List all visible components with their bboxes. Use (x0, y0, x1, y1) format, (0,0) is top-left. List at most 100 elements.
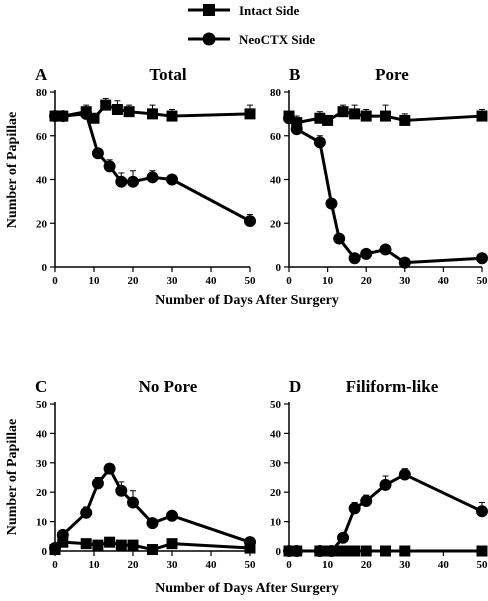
data-point-circle (103, 462, 116, 475)
x-tick-label: 40 (438, 559, 450, 571)
series-line (287, 117, 483, 265)
data-point-square (380, 110, 391, 122)
legend-item-intact: Intact Side (188, 3, 300, 18)
data-point-circle (80, 506, 93, 519)
data-point-circle (348, 502, 361, 515)
x-tick-label: 30 (167, 559, 179, 571)
x-tick-label: 40 (206, 275, 218, 287)
y-tick-label: 20 (36, 487, 48, 499)
series-neoctx-side (283, 112, 488, 269)
data-point-circle (476, 505, 488, 518)
data-point-circle (91, 147, 104, 160)
series-line (55, 112, 251, 223)
data-point-circle (166, 173, 178, 186)
data-point-circle (283, 112, 295, 125)
data-point-square (314, 112, 326, 124)
series-line (53, 540, 251, 552)
y-tick-label: 30 (36, 458, 48, 470)
x-tick-label: 30 (399, 559, 411, 571)
data-point-square (322, 114, 334, 126)
x-tick-label: 10 (322, 559, 334, 571)
data-point-square (399, 545, 411, 557)
panel-b: B Pore 0 20 40 60 80 0 10 20 30 40 50 (270, 65, 488, 287)
ylabel-bottom: Number of Papillae (5, 419, 20, 535)
y-tick-label: 40 (36, 175, 48, 187)
data-point-circle (313, 136, 326, 149)
y-tick-label: 80 (36, 87, 48, 99)
x-tick-label: 20 (128, 275, 140, 287)
data-point-circle (398, 256, 411, 269)
data-point-circle (56, 110, 69, 123)
data-point-circle (337, 531, 350, 544)
x-tick-label: 50 (245, 559, 257, 571)
data-point-circle (325, 197, 338, 210)
data-point-square (115, 539, 127, 551)
data-point-square (147, 108, 158, 120)
legend-label-intact: Intact Side (239, 3, 300, 18)
y-tick-label: 80 (270, 87, 282, 99)
series-intact-side (283, 104, 488, 129)
y-tick-label: 20 (270, 487, 282, 499)
x-tick-label: 10 (89, 559, 101, 571)
data-point-square (380, 545, 391, 557)
legend-label-neoctx: NeoCTX Side (239, 32, 315, 47)
data-point-circle (56, 528, 69, 541)
data-point-square (92, 539, 104, 551)
y-tick-label: 0 (276, 262, 282, 274)
panel-letter: A (35, 65, 48, 84)
data-point-square (399, 114, 411, 126)
data-point-square (100, 99, 112, 111)
x-tick-label: 30 (167, 275, 179, 287)
xlabel-bottom: Number of Days After Surgery (155, 581, 339, 596)
panel-title: No Pore (139, 377, 198, 396)
x-tick-label: 50 (245, 275, 257, 287)
data-point-square (166, 538, 178, 550)
series-line (53, 467, 251, 549)
x-tick-label: 20 (361, 559, 373, 571)
data-point-circle (91, 477, 104, 490)
legend: Intact Side NeoCTX Side (188, 3, 315, 47)
x-tick-label: 30 (399, 275, 411, 287)
x-tick-label: 0 (52, 275, 58, 287)
data-point-circle (49, 542, 61, 555)
x-tick-label: 40 (206, 559, 218, 571)
panel-title: Total (149, 65, 186, 84)
data-point-square (104, 536, 116, 548)
data-point-square (244, 108, 256, 120)
data-point-square (166, 110, 178, 122)
data-point-circle (127, 496, 139, 509)
data-point-square (360, 110, 372, 122)
data-point-circle (244, 536, 256, 549)
panel-letter: B (289, 65, 300, 84)
data-point-circle (313, 545, 326, 557)
panel-a: A Total 0 20 40 60 80 0 10 20 30 40 50 (35, 65, 256, 287)
series-neoctx-side (49, 107, 256, 228)
data-point-circle (379, 243, 392, 256)
data-point-circle (244, 215, 256, 228)
data-point-circle (166, 509, 178, 522)
data-point-circle (103, 160, 116, 173)
series-line (289, 473, 483, 553)
data-point-square (111, 104, 123, 115)
y-tick-label: 0 (276, 546, 282, 558)
x-tick-label: 50 (477, 559, 488, 571)
y-tick-label: 10 (36, 517, 48, 529)
y-tick-label: 50 (270, 399, 282, 411)
data-point-square (341, 545, 353, 557)
data-point-square (57, 536, 69, 548)
data-point-square (349, 108, 361, 120)
data-point-circle (348, 252, 361, 265)
data-point-circle (333, 232, 346, 245)
y-tick-label: 10 (270, 517, 282, 529)
panel-title: Pore (375, 65, 409, 84)
data-point-square (147, 544, 158, 556)
data-point-circle (398, 468, 411, 481)
xlabel-top: Number of Days After Surgery (155, 293, 339, 308)
data-point-square (360, 545, 372, 557)
series-intact-side (49, 98, 256, 124)
x-tick-label: 10 (322, 275, 334, 287)
data-point-square (349, 545, 361, 557)
x-tick-label: 10 (89, 275, 101, 287)
data-point-square (476, 545, 488, 557)
